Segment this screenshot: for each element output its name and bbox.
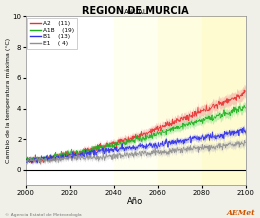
Bar <box>158 16 202 185</box>
Bar <box>114 16 158 185</box>
Bar <box>202 16 245 185</box>
Y-axis label: Cambio de la temperatura máxima (°C): Cambio de la temperatura máxima (°C) <box>5 38 11 164</box>
X-axis label: Año: Año <box>127 197 144 206</box>
Title: REGION DE MURCIA: REGION DE MURCIA <box>82 5 189 15</box>
Text: © Agencia Estatal de Meteorología: © Agencia Estatal de Meteorología <box>5 213 82 217</box>
Text: ANUAL: ANUAL <box>124 10 147 15</box>
Legend: A2    (11), A1B    (19), B1    (13), E1    ( 4): A2 (11), A1B (19), B1 (13), E1 ( 4) <box>27 18 77 49</box>
Text: AEMet: AEMet <box>226 209 255 217</box>
